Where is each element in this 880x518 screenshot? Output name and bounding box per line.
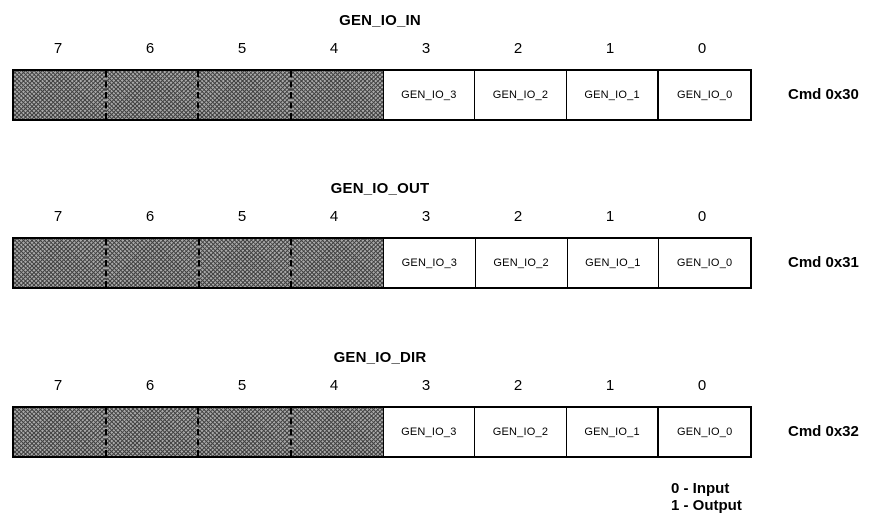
bit-number-7: 7 (53, 377, 63, 394)
command-label: Cmd 0x31 (788, 254, 859, 271)
register-gen-io-in: GEN_IO_IN 7 6 5 4 3 2 1 0 GEN_IO_3 GEN_I… (0, 12, 880, 142)
bit-number-row: 7 6 5 4 3 2 1 0 (12, 40, 752, 60)
bit-cell-1: GEN_IO_1 (567, 408, 660, 456)
reserved-bit-4 (291, 408, 384, 456)
reserved-bit-7 (14, 71, 107, 119)
direction-legend: 0 - Input 1 - Output (671, 480, 742, 514)
bit-number-6: 6 (145, 208, 155, 225)
bit-number-4: 4 (329, 40, 339, 57)
bit-number-3: 3 (421, 377, 431, 394)
reserved-bit-4 (291, 71, 384, 119)
command-label: Cmd 0x32 (788, 423, 859, 440)
bit-field-row: GEN_IO_3 GEN_IO_2 GEN_IO_1 GEN_IO_0 (12, 237, 752, 289)
bit-number-7: 7 (53, 40, 63, 57)
register-title: GEN_IO_IN (339, 12, 421, 29)
legend-input: 0 - Input (671, 480, 730, 497)
register-title: GEN_IO_OUT (330, 180, 430, 197)
bit-cell-2: GEN_IO_2 (476, 239, 568, 287)
reserved-bit-5 (199, 408, 292, 456)
reserved-bit-7 (14, 239, 107, 287)
register-gen-io-dir: GEN_IO_DIR 7 6 5 4 3 2 1 0 GEN_IO_3 GEN_… (0, 349, 880, 479)
bit-number-3: 3 (421, 40, 431, 57)
bit-number-0: 0 (697, 40, 707, 57)
bit-number-row: 7 6 5 4 3 2 1 0 (12, 377, 752, 397)
register-gen-io-out: GEN_IO_OUT 7 6 5 4 3 2 1 0 GEN_IO_3 GEN_… (0, 180, 880, 310)
command-label: Cmd 0x30 (788, 86, 859, 103)
bit-number-5: 5 (237, 40, 247, 57)
reserved-bit-6 (106, 239, 200, 287)
bit-number-2: 2 (513, 40, 523, 57)
bit-cell-0: GEN_IO_0 (676, 257, 733, 269)
bit-number-2: 2 (513, 208, 523, 225)
reserved-bit-6 (106, 71, 200, 119)
bit-cell-1: GEN_IO_1 (568, 239, 660, 287)
bit-field-row: GEN_IO_3 GEN_IO_2 GEN_IO_1 GEN_IO_0 (12, 69, 752, 121)
bit-number-0: 0 (697, 208, 707, 225)
bit-cell-0: GEN_IO_0 (676, 426, 733, 438)
reserved-bit-5 (199, 239, 293, 287)
bit-field-row: GEN_IO_3 GEN_IO_2 GEN_IO_1 GEN_IO_0 (12, 406, 752, 458)
register-title: GEN_IO_DIR (333, 349, 427, 366)
bit-number-3: 3 (421, 208, 431, 225)
reserved-bit-7 (14, 408, 107, 456)
bit-cell-1: GEN_IO_1 (567, 71, 660, 119)
bit-cell-3: GEN_IO_3 (384, 239, 476, 287)
reserved-bit-5 (199, 71, 292, 119)
bit-number-7: 7 (53, 208, 63, 225)
bit-number-5: 5 (237, 208, 247, 225)
bit-number-1: 1 (605, 377, 615, 394)
bit-number-2: 2 (513, 377, 523, 394)
bit-cell-2: GEN_IO_2 (475, 408, 567, 456)
legend-output: 1 - Output (671, 497, 742, 514)
bit-cell-2: GEN_IO_2 (475, 71, 567, 119)
bit-number-1: 1 (605, 208, 615, 225)
bit-cell-0: GEN_IO_0 (676, 89, 733, 101)
bit-number-6: 6 (145, 377, 155, 394)
bit-number-0: 0 (697, 377, 707, 394)
reserved-bit-4 (292, 239, 384, 287)
bit-cell-3: GEN_IO_3 (384, 71, 476, 119)
reserved-bit-6 (106, 408, 200, 456)
bit-number-4: 4 (329, 377, 339, 394)
bit-number-4: 4 (329, 208, 339, 225)
bit-cell-3: GEN_IO_3 (384, 408, 476, 456)
bit-number-5: 5 (237, 377, 247, 394)
bit-number-1: 1 (605, 40, 615, 57)
bit-number-6: 6 (145, 40, 155, 57)
bit-number-row: 7 6 5 4 3 2 1 0 (12, 208, 752, 228)
